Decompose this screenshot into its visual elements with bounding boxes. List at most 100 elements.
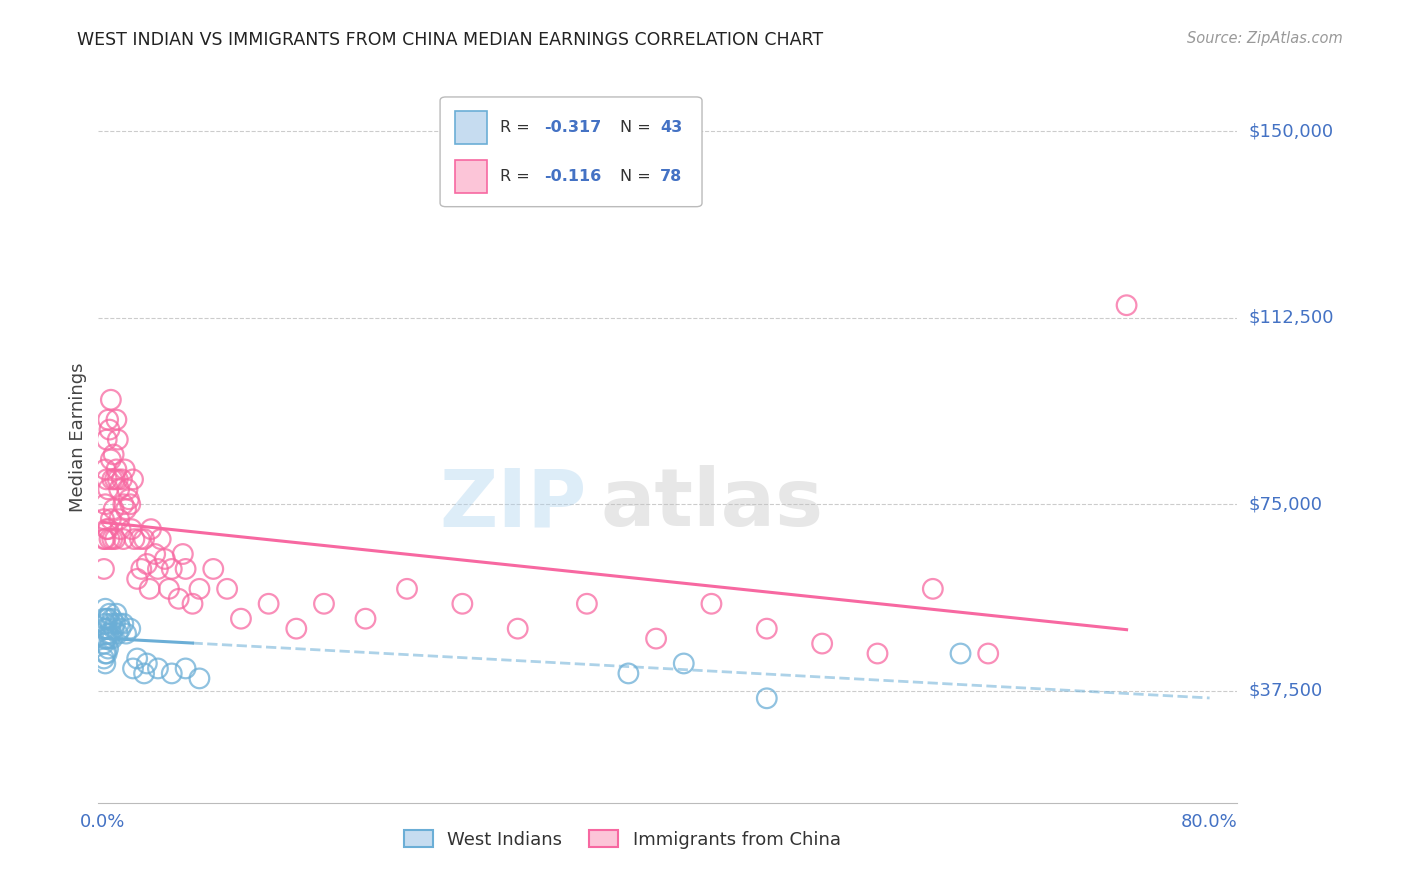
Point — [94, 616, 117, 631]
Point — [354, 612, 377, 626]
Point — [138, 582, 160, 596]
Point — [118, 492, 141, 507]
Point — [104, 532, 127, 546]
Point — [149, 532, 172, 546]
Point — [100, 512, 122, 526]
Point — [146, 562, 169, 576]
Point — [217, 582, 239, 596]
Text: $75,000: $75,000 — [1249, 495, 1323, 513]
Point — [100, 616, 122, 631]
Point — [112, 497, 135, 511]
Point — [132, 666, 155, 681]
Point — [143, 547, 166, 561]
Point — [188, 582, 211, 596]
Point — [105, 412, 128, 426]
Point — [112, 616, 135, 631]
Point — [93, 651, 115, 665]
Text: ZIP: ZIP — [440, 466, 586, 543]
Point — [157, 582, 180, 596]
Point — [131, 562, 153, 576]
Point — [575, 597, 598, 611]
Text: 43: 43 — [659, 120, 682, 135]
Point — [94, 497, 117, 511]
Point — [115, 502, 138, 516]
Point — [94, 632, 117, 646]
Text: 78: 78 — [659, 169, 682, 184]
Point — [121, 522, 143, 536]
Point — [229, 612, 252, 626]
Point — [127, 572, 149, 586]
Point — [107, 626, 129, 640]
Point — [135, 657, 157, 671]
Point — [129, 532, 152, 546]
Point — [451, 597, 474, 611]
Point — [104, 616, 127, 631]
Point — [188, 672, 211, 686]
Point — [94, 657, 117, 671]
Point — [312, 597, 335, 611]
Point — [395, 582, 418, 596]
Point — [96, 647, 118, 661]
Text: N =: N = — [620, 169, 655, 184]
Point — [93, 562, 115, 576]
Point — [103, 622, 125, 636]
Point — [93, 532, 115, 546]
FancyBboxPatch shape — [456, 111, 486, 144]
Point — [96, 472, 118, 486]
Point — [97, 522, 120, 536]
Point — [120, 497, 142, 511]
Point — [97, 412, 120, 426]
Point — [98, 607, 121, 621]
Point — [97, 483, 120, 497]
Point — [101, 632, 124, 646]
Point — [111, 472, 134, 486]
Point — [174, 661, 197, 675]
Point — [98, 532, 121, 546]
Point — [202, 562, 225, 576]
Point — [93, 622, 115, 636]
Point — [105, 462, 128, 476]
Point — [139, 522, 162, 536]
Y-axis label: Median Earnings: Median Earnings — [69, 362, 87, 512]
Point — [108, 483, 131, 497]
Point — [181, 597, 204, 611]
Point — [114, 462, 136, 476]
Point — [124, 532, 146, 546]
Text: $37,500: $37,500 — [1249, 681, 1323, 700]
Point — [112, 532, 135, 546]
Text: R =: R = — [501, 120, 536, 135]
Point — [174, 562, 197, 576]
Point — [96, 433, 118, 447]
Point — [755, 622, 778, 636]
Point — [672, 657, 695, 671]
Point — [811, 636, 834, 650]
Point — [103, 448, 125, 462]
Point — [96, 612, 118, 626]
Point — [1115, 298, 1137, 312]
Point — [153, 552, 176, 566]
Point — [110, 522, 132, 536]
Point — [285, 622, 308, 636]
Point — [96, 622, 118, 636]
Point — [96, 632, 118, 646]
Point — [506, 622, 529, 636]
Text: R =: R = — [501, 169, 536, 184]
Point — [700, 597, 723, 611]
Text: -0.116: -0.116 — [544, 169, 600, 184]
Point — [866, 647, 889, 661]
FancyBboxPatch shape — [440, 97, 702, 207]
Point — [97, 612, 120, 626]
Point — [127, 651, 149, 665]
Point — [94, 601, 117, 615]
Point — [135, 557, 157, 571]
Point — [617, 666, 640, 681]
Point — [94, 462, 117, 476]
Point — [104, 472, 127, 486]
Point — [101, 612, 124, 626]
Text: -0.317: -0.317 — [544, 120, 600, 135]
Text: WEST INDIAN VS IMMIGRANTS FROM CHINA MEDIAN EARNINGS CORRELATION CHART: WEST INDIAN VS IMMIGRANTS FROM CHINA MED… — [77, 31, 824, 49]
Point — [110, 622, 132, 636]
Point — [160, 562, 183, 576]
Point — [97, 641, 120, 656]
Point — [108, 616, 131, 631]
